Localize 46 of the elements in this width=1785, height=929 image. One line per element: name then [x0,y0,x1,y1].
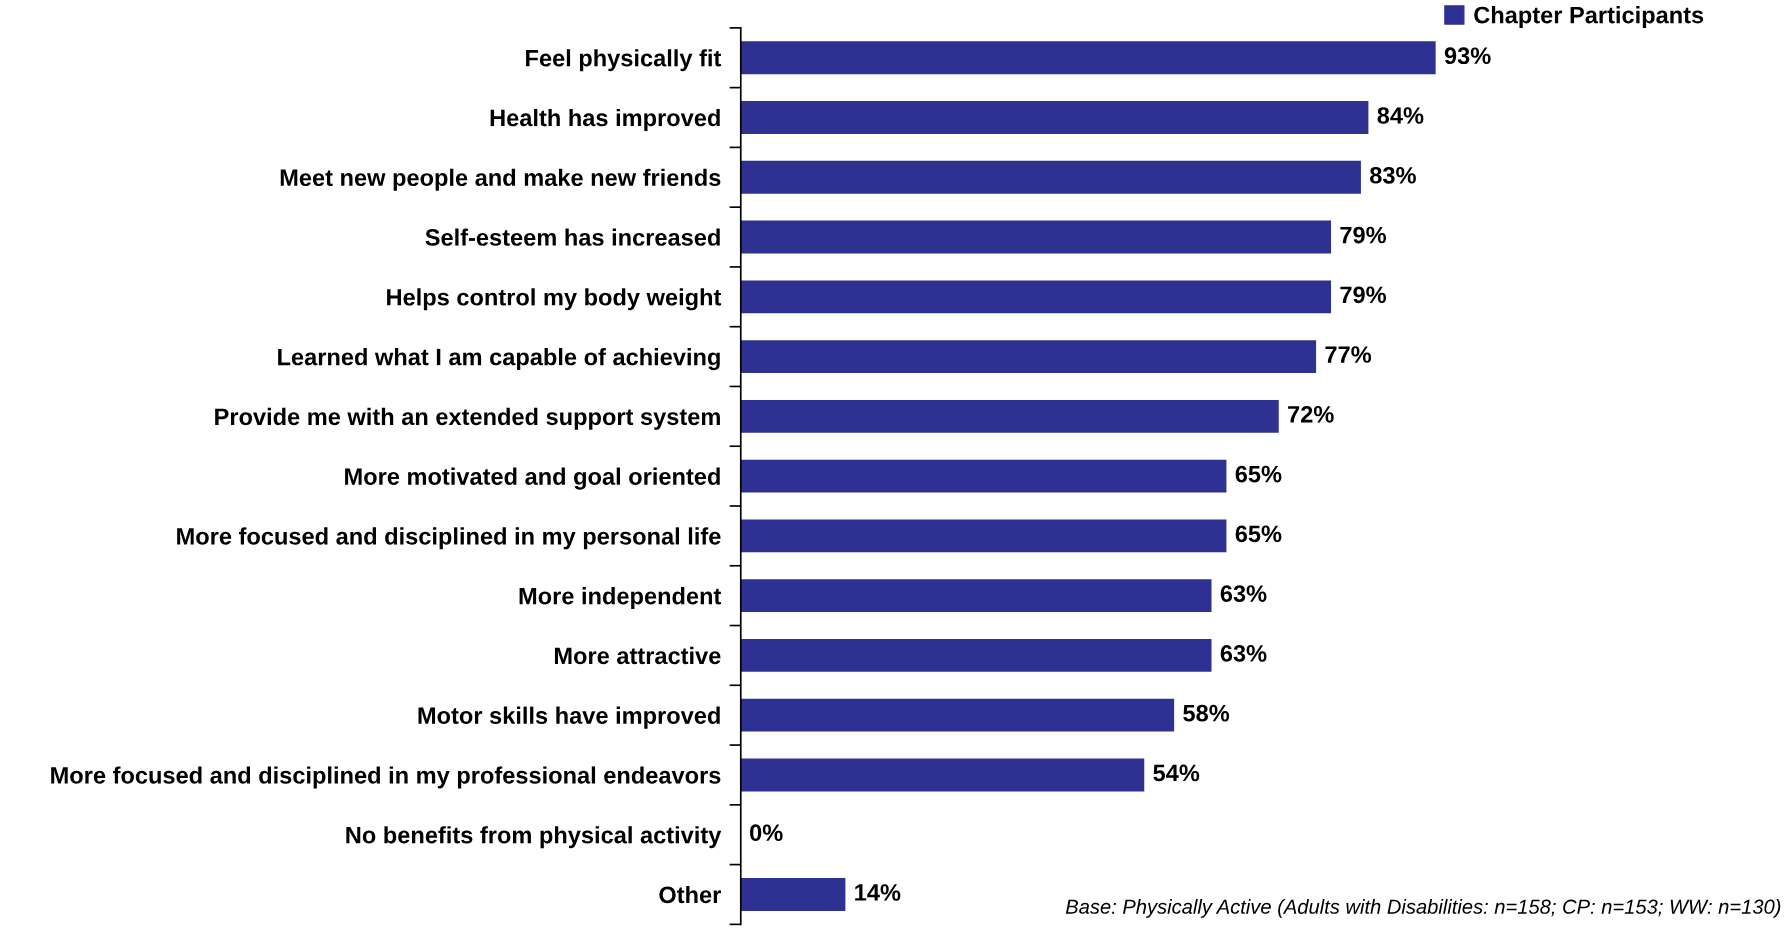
bar [740,399,1279,433]
y-tick-label: Other [659,885,721,904]
y-tick-label: Self-esteem has increased [425,228,720,246]
data-label: 72% [1288,405,1334,423]
bar [740,519,1227,553]
data-label: 84% [1377,107,1424,124]
y-tick-label: No benefits from physical activity [346,826,722,849]
y-tick-label: Health has improved [490,108,720,131]
data-label: 63% [1220,645,1267,662]
bar [740,878,846,911]
y-tick-label: More focused and disciplined in my professional endeavors [51,766,721,789]
data-label: 14% [855,884,901,901]
legend-label: Chapter Participants [1474,6,1704,29]
data-label: 79% [1340,286,1387,304]
data-label: 65% [1235,465,1282,483]
bar [740,459,1227,493]
bar [740,101,1369,134]
bar [740,638,1212,672]
data-label: 65% [1235,525,1282,543]
y-tick-label: Helps control my body weight [387,288,722,311]
y-tick-label: More focused and disciplined in my personal life [177,527,721,550]
data-label: 58% [1183,704,1230,722]
y-tick-label: Meet new people and make new friends [280,168,721,191]
data-label: 0% [750,824,783,842]
bar [740,160,1361,194]
bar [740,220,1332,254]
bar [740,41,1436,75]
y-tick-label: More independent [519,587,722,610]
y-tick-label: Feel physically fit [526,49,722,72]
y-tick-label: Learned what I am capable of achieving [278,348,720,371]
data-label: 83% [1370,166,1416,184]
data-label: 79% [1340,226,1387,244]
data-label: 93% [1444,47,1491,65]
y-tick-label: More attractive [554,646,721,665]
bar [740,758,1145,792]
y-tick-label: More motivated and goal oriented [345,467,720,490]
bar [740,280,1332,314]
data-label: 63% [1220,585,1267,603]
y-tick-label: Motor skills have improved [418,706,720,729]
data-label: 54% [1153,764,1200,782]
annotation: Base: Physically Active (Adults with Disabilities: n=158; CP: n=153; WW: n=130) [1065,899,1781,918]
bar [740,579,1212,613]
bar [740,698,1175,732]
data-label: 77% [1325,346,1372,363]
y-tick-label: Provide me with an extended support system [215,407,720,430]
bar [740,340,1317,374]
